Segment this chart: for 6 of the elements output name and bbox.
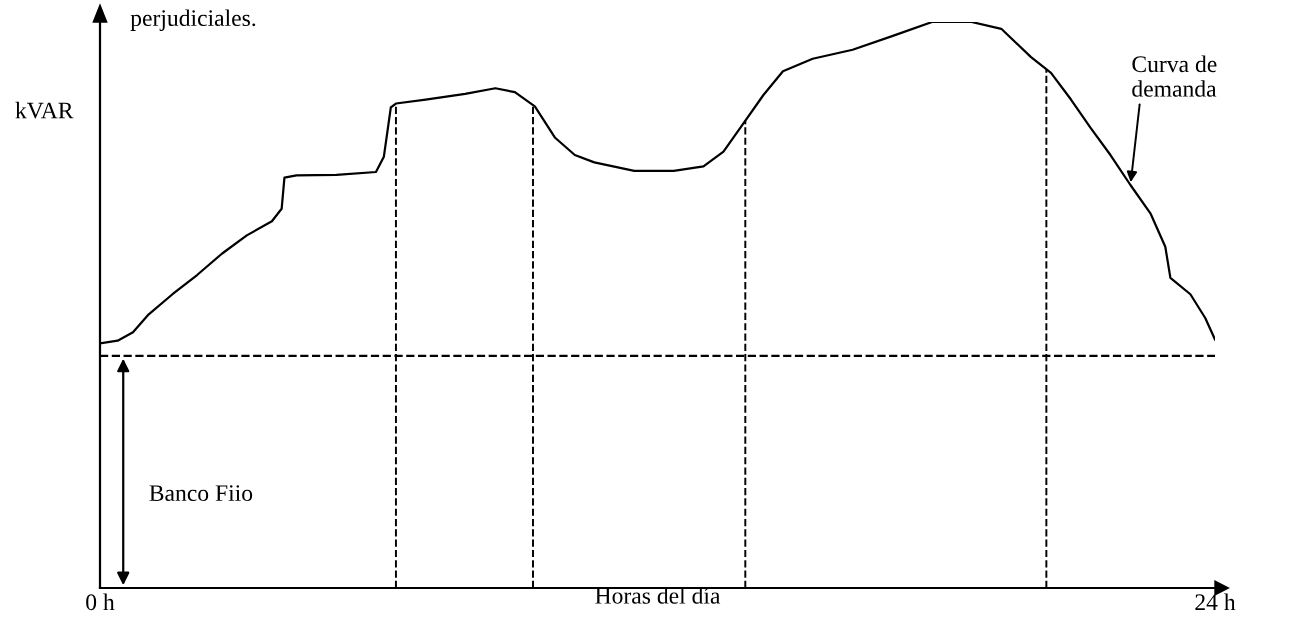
y-axis-title: kVAR: [15, 101, 74, 119]
annotation: perjudiciales.: [130, 9, 256, 31]
x-tick-label: 0 h: [86, 593, 115, 611]
x-tick-label: 24 h: [1195, 593, 1236, 610]
ref-line-label: Banco Fiio: [149, 485, 253, 502]
annotation: Curva de demanda: [1132, 55, 1217, 97]
